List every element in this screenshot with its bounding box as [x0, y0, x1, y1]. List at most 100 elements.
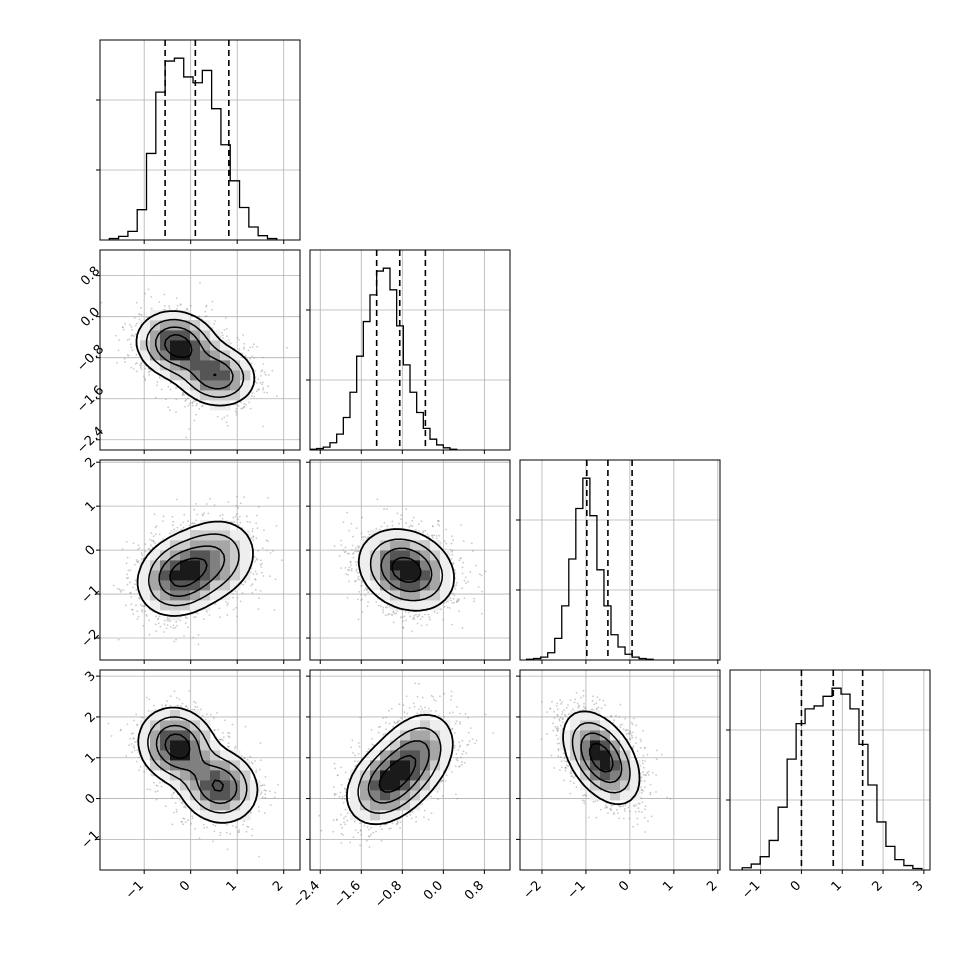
scatter-point	[375, 830, 377, 833]
density-cell	[210, 570, 221, 581]
scatter-point	[249, 407, 252, 410]
scatter-point	[242, 823, 245, 826]
density-cell	[380, 570, 391, 581]
y-tick-label: −1	[79, 828, 103, 852]
scatter-point	[596, 696, 599, 699]
density-cell	[180, 540, 191, 551]
scatter-point	[343, 787, 346, 790]
scatter-point	[461, 572, 464, 575]
density-cell	[230, 530, 241, 541]
density-cell	[570, 740, 581, 751]
scatter-point	[458, 559, 461, 562]
scatter-point	[640, 792, 643, 794]
scatter-point	[350, 569, 353, 572]
density-cell	[210, 350, 221, 361]
density-cell	[150, 560, 161, 571]
scatter-point	[133, 317, 136, 319]
scatter-point	[360, 593, 362, 596]
scatter-point	[133, 737, 135, 740]
scatter-point	[358, 742, 360, 744]
density-cell	[410, 720, 421, 731]
scatter-point	[254, 560, 256, 563]
scatter-point	[438, 520, 440, 523]
scatter-point	[134, 583, 136, 586]
density-cell	[140, 730, 151, 741]
scatter-point	[183, 394, 186, 396]
density-cell	[600, 760, 611, 771]
scatter-point	[424, 613, 426, 616]
scatter-point	[144, 292, 147, 295]
density-panel-2-3: −2 −1 0 1 2	[516, 669, 721, 902]
scatter-point	[443, 605, 446, 608]
scatter-point	[632, 825, 634, 828]
scatter-point	[260, 791, 263, 793]
scatter-point	[365, 587, 367, 589]
scatter-point	[393, 720, 396, 723]
scatter-point	[175, 297, 178, 299]
scatter-point	[142, 716, 144, 719]
scatter-point	[261, 356, 264, 359]
density-content	[318, 682, 495, 849]
scatter-point	[577, 706, 579, 709]
scatter-point	[275, 395, 278, 398]
density-cell	[230, 580, 241, 591]
scatter-point	[129, 569, 132, 571]
scatter-point	[262, 389, 265, 391]
scatter-point	[391, 614, 394, 616]
density-content	[540, 689, 672, 833]
scatter-point	[552, 729, 555, 732]
density-cell	[420, 550, 431, 561]
scatter-point	[599, 808, 602, 811]
scatter-point	[460, 761, 463, 763]
scatter-point	[177, 705, 180, 707]
scatter-point	[594, 800, 597, 803]
scatter-point	[598, 698, 601, 701]
x-tick-label: −2	[521, 878, 545, 902]
scatter-point	[169, 695, 172, 698]
scatter-point	[408, 526, 411, 528]
density-cell	[390, 760, 401, 771]
density-cell	[170, 590, 181, 601]
scatter-point	[412, 617, 414, 620]
density-cell	[580, 710, 591, 721]
scatter-point	[372, 831, 375, 834]
scatter-point	[425, 624, 428, 626]
x-tick-label: −2.4	[290, 878, 323, 911]
density-cell	[150, 580, 161, 591]
scatter-point	[629, 738, 632, 741]
scatter-point	[593, 703, 596, 706]
y-tick-label: −1	[79, 583, 103, 607]
scatter-point	[261, 784, 264, 786]
scatter-point	[450, 699, 452, 701]
scatter-point	[451, 602, 454, 604]
scatter-point	[243, 496, 245, 498]
scatter-point	[448, 607, 451, 609]
contour-line	[135, 310, 256, 407]
density-cell	[400, 580, 411, 591]
scatter-point	[339, 813, 342, 816]
density-cell	[170, 740, 181, 751]
scatter-point	[461, 566, 464, 569]
scatter-point	[132, 737, 135, 740]
y-tick-label: −0.8	[74, 342, 107, 375]
scatter-point	[135, 559, 138, 561]
scatter-point	[141, 605, 144, 607]
scatter-point	[639, 738, 642, 741]
scatter-point	[344, 808, 347, 811]
contour-line	[380, 547, 433, 593]
density-cell	[370, 800, 381, 811]
scatter-point	[459, 744, 461, 747]
scatter-point	[232, 824, 234, 827]
scatter-point	[415, 816, 417, 818]
scatter-point	[458, 766, 460, 768]
density-cell	[610, 780, 621, 791]
scatter-point	[139, 313, 141, 316]
scatter-point	[405, 695, 408, 698]
scatter-point	[150, 532, 153, 534]
scatter-point	[344, 823, 347, 826]
scatter-point	[131, 349, 134, 352]
scatter-point	[235, 826, 237, 828]
scatter-point	[631, 723, 634, 726]
scatter-point	[231, 521, 234, 524]
density-cell	[590, 730, 601, 741]
